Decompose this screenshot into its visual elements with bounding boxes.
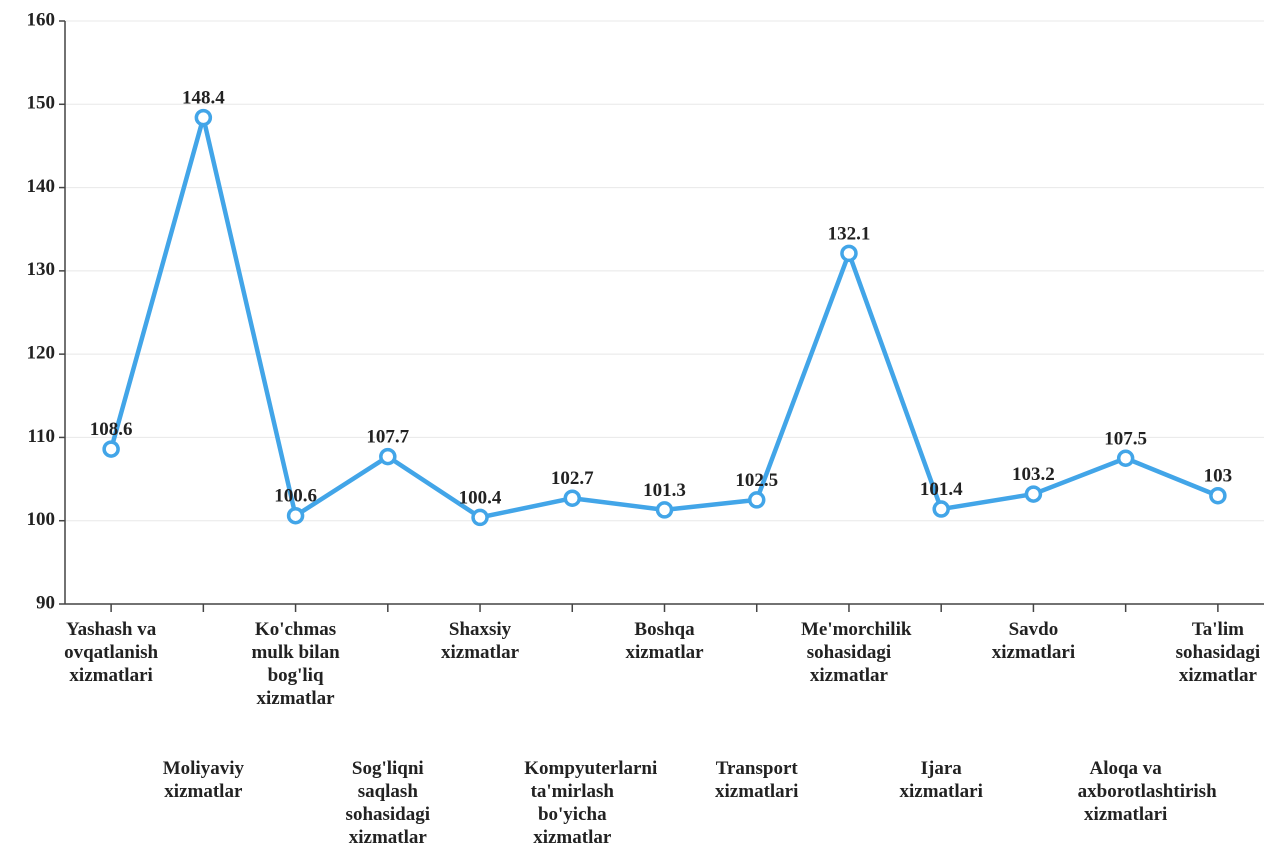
x-tick-label: Ko'chmas mulk bilan bog'liq xizmatlar [251,619,340,709]
data-label: 100.4 [459,487,502,508]
x-tick-label: Sog'liqni saqlash sohasidagi xizmatlar [345,758,431,848]
point [471,508,489,527]
point [655,501,674,519]
data-label: 102.7 [551,468,594,489]
data-label: 101.3 [643,480,686,501]
point [747,491,766,509]
point [194,108,213,127]
data-label: 107.7 [366,427,409,448]
data-label: 103.2 [1012,464,1055,485]
x-tick-label: Me'morchilik sohasidagi xizmatlar [800,619,912,686]
x-tick-label: Yashash va ovqatlanish xizmatlari [64,619,159,686]
x-tick-label: Kompyuterlarni ta'mirlash bo'yicha xizma… [524,758,658,848]
x-tick-label: Moliyaviy xizmatlar [162,758,244,802]
point [1116,449,1135,467]
y-tick-label: 110 [28,426,55,447]
data-label: 108.6 [90,419,133,440]
x-tick-label: Boshqa xizmatlar [625,619,704,663]
data-label: 132.1 [828,223,871,244]
x-tick-label: Shaxsiy xizmatlar [440,619,520,663]
point [286,506,305,525]
data-label: 103 [1204,466,1233,487]
point [1209,486,1227,505]
x-tick-label: Savdo xizmatlari [991,619,1076,663]
series-line [108,115,1219,520]
y-tick-label: 160 [27,9,56,30]
x-tick-label: Ta'lim sohasidagi xizmatlar [1175,619,1261,686]
y-tick-label: 150 [27,93,56,114]
point [563,489,582,507]
data-label: 148.4 [182,88,225,109]
y-tick-label: 130 [27,259,56,280]
point [932,500,950,518]
x-tick-label: Aloqa va axborotlashtirish xizmatlari [1077,758,1217,825]
data-label: 101.4 [920,479,963,500]
point [102,440,120,458]
point [840,244,858,263]
x-tick-label: Ijara xizmatlari [899,758,983,802]
data-label: 102.5 [735,470,778,491]
y-tick-label: 100 [27,509,56,530]
y-tick-label: 120 [27,343,56,364]
point [379,447,397,466]
y-tick-label: 140 [27,176,56,197]
point [1024,485,1043,503]
x-tick-label: Transport xizmatlari [715,758,799,802]
y-tick-label: 90 [36,592,55,613]
data-label: 100.6 [274,486,317,507]
data-label: 107.5 [1104,428,1147,449]
